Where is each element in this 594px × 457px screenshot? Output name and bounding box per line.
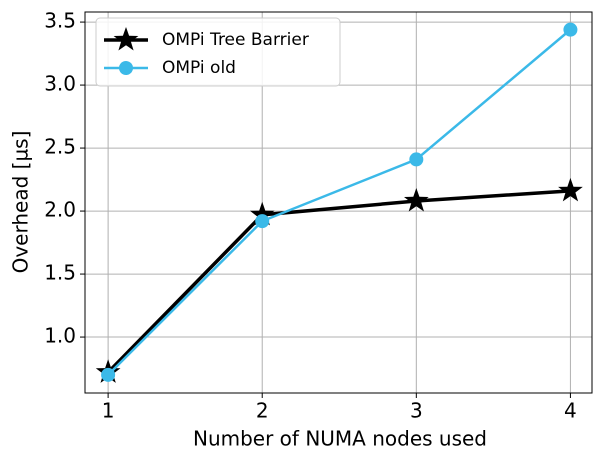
y-tick-label: 1.5 <box>44 261 76 285</box>
data-point <box>409 152 424 167</box>
legend-label: OMPi Tree Barrier <box>162 30 309 50</box>
data-point <box>558 177 583 202</box>
plot-frame <box>84 11 593 394</box>
x-axis-label: Number of NUMA nodes used <box>193 427 487 451</box>
legend-marker <box>113 27 139 51</box>
series-line <box>106 189 571 374</box>
data-point <box>563 22 578 37</box>
data-point <box>404 188 429 212</box>
y-tick-label: 2.0 <box>44 198 76 222</box>
legend-box <box>95 17 341 87</box>
series-line <box>107 28 572 376</box>
y-tick-label: 2.5 <box>44 135 76 159</box>
legend: OMPi Tree Barrier OMPi old <box>95 17 341 87</box>
y-tick-label: 1.0 <box>44 324 76 348</box>
x-tick-label: 3 <box>410 399 423 423</box>
y-tick-label: 3.5 <box>44 9 76 33</box>
legend-label: OMPi old <box>162 58 236 78</box>
x-tick-label: 2 <box>256 399 269 423</box>
data-point <box>255 214 270 229</box>
data-point <box>249 201 275 226</box>
y-axis-label: Overhead [µs] <box>9 131 33 274</box>
y-tick-label: 3.0 <box>44 72 76 96</box>
legend-marker <box>119 61 133 75</box>
data-point <box>101 367 116 382</box>
x-tick-label: 4 <box>564 399 577 423</box>
x-tick-label: 1 <box>102 399 115 423</box>
